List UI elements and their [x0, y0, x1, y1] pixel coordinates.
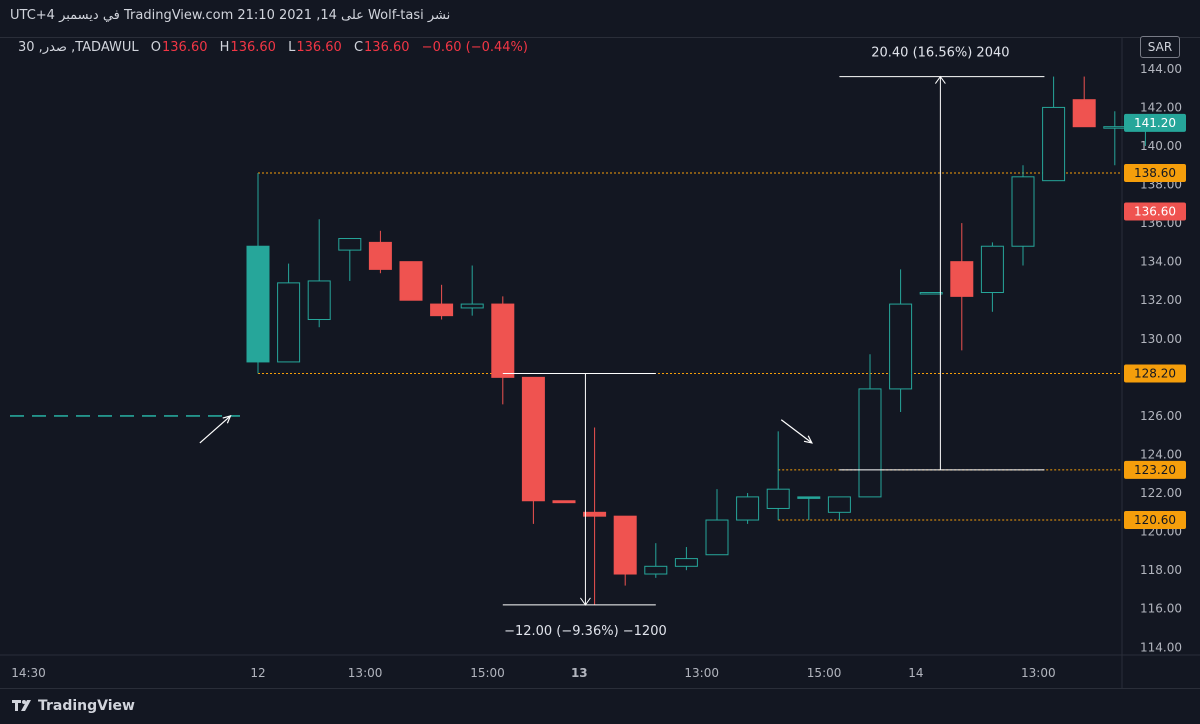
- candle-body: [919, 292, 943, 295]
- candle-body: [460, 303, 484, 309]
- candle-body: [1011, 176, 1035, 247]
- measure-label: 20.40 (16.56%) 2040: [871, 46, 1009, 61]
- y-tick-label: 130.00: [1140, 332, 1182, 346]
- candle-body: [399, 261, 423, 301]
- candle-body: [521, 376, 545, 502]
- candle-body: [766, 488, 790, 509]
- change-value: −0.60 (−0.44%): [421, 40, 528, 55]
- annotation-arrowhead: [222, 414, 232, 424]
- candle-body: [491, 303, 515, 378]
- candle-body: [583, 511, 607, 517]
- ohlc-legend: 30 ,صدر ,TADAWUL O136.60 H136.60 L136.60…: [18, 40, 529, 55]
- y-tick-label: 144.00: [1140, 62, 1182, 76]
- level-price-tag: [1124, 163, 1186, 182]
- candle-body: [277, 282, 301, 363]
- candle-body: [368, 241, 392, 270]
- candle-body: [1072, 99, 1096, 128]
- candle-body: [246, 245, 270, 363]
- level-price-tag: [1124, 460, 1186, 479]
- y-tick-label: 126.00: [1140, 409, 1182, 423]
- candle-body: [1103, 126, 1127, 129]
- price-tag: [1124, 113, 1186, 132]
- x-tick-label: 14:30: [11, 666, 46, 680]
- x-tick-label: 15:00: [807, 666, 842, 680]
- level-price-tag-label: 123.20: [1134, 463, 1176, 477]
- y-tick-label: 116.00: [1140, 602, 1182, 616]
- high-label: H: [219, 40, 230, 55]
- close-value: 136.60: [364, 40, 410, 55]
- candle-body: [950, 261, 974, 297]
- close-label: C: [353, 40, 364, 55]
- level-price-tag-label: 128.20: [1134, 366, 1176, 380]
- measure-arrow-head: [934, 75, 946, 84]
- candle-body: [797, 496, 821, 499]
- annotation-arrow: [199, 415, 231, 444]
- annotation-arrow: [780, 419, 813, 444]
- candle-body: [338, 238, 362, 251]
- candle-body: [889, 303, 913, 390]
- symbol-info: 30 ,صدر ,TADAWUL: [18, 40, 139, 55]
- candle-body: [430, 303, 454, 317]
- level-price-tag-label: 120.60: [1134, 513, 1176, 527]
- candle-body: [705, 519, 729, 556]
- candle-body: [613, 515, 637, 575]
- price-tag-label: 136.60: [1134, 205, 1176, 219]
- x-tick-label: 13:00: [348, 666, 383, 680]
- open-label: O: [150, 40, 161, 55]
- candle-body: [644, 565, 668, 575]
- low-label: L: [288, 40, 296, 55]
- x-tick-label: 14: [908, 666, 923, 680]
- low-value: 136.60: [296, 40, 342, 55]
- candle-body: [827, 496, 851, 513]
- y-tick-label: 134.00: [1140, 255, 1182, 269]
- candle-body: [736, 496, 760, 521]
- x-tick-label: 13:00: [684, 666, 719, 680]
- level-price-tag: [1124, 364, 1186, 383]
- measure-arrow-head: [580, 597, 591, 606]
- y-tick-label: 122.00: [1140, 486, 1182, 500]
- y-tick-label: 124.00: [1140, 447, 1182, 461]
- x-tick-label: 13: [571, 666, 588, 680]
- footer-bar: TradingView: [0, 688, 1200, 724]
- candle-body: [307, 280, 331, 321]
- open-value: 136.60: [162, 40, 208, 55]
- candle-body: [674, 558, 698, 567]
- y-tick-label: 140.00: [1140, 139, 1182, 153]
- high-value: 136.60: [230, 40, 276, 55]
- brand-name: TradingView: [38, 698, 135, 714]
- x-tick-label: 13:00: [1021, 666, 1056, 680]
- y-tick-label: 142.00: [1140, 100, 1182, 114]
- price-chart[interactable]: 114.00116.00118.00120.00122.00124.00126.…: [0, 0, 1200, 688]
- candle-body: [552, 500, 576, 504]
- price-tag-label: 141.20: [1134, 116, 1176, 130]
- tradingview-logo-icon: [12, 700, 31, 711]
- y-tick-label: 114.00: [1140, 640, 1182, 654]
- x-tick-label: 15:00: [470, 666, 505, 680]
- y-tick-label: 118.00: [1140, 563, 1182, 577]
- x-tick-label: 12: [250, 666, 265, 680]
- annotation-arrowhead: [803, 435, 813, 444]
- measure-label: −12.00 (−9.36%) −1200: [504, 624, 667, 639]
- header-bar: نشر Wolf-tasi على TradingView.com 21:10 …: [0, 0, 1200, 38]
- candle-body: [858, 388, 882, 498]
- level-price-tag-label: 138.60: [1134, 166, 1176, 180]
- y-tick-label: 132.00: [1140, 293, 1182, 307]
- price-tag: [1124, 202, 1186, 221]
- currency-button[interactable]: SAR: [1140, 36, 1180, 58]
- published-info: نشر Wolf-tasi على TradingView.com 21:10 …: [10, 8, 451, 23]
- candle-body: [980, 245, 1004, 294]
- level-price-tag: [1124, 511, 1186, 530]
- candle-body: [1042, 106, 1066, 182]
